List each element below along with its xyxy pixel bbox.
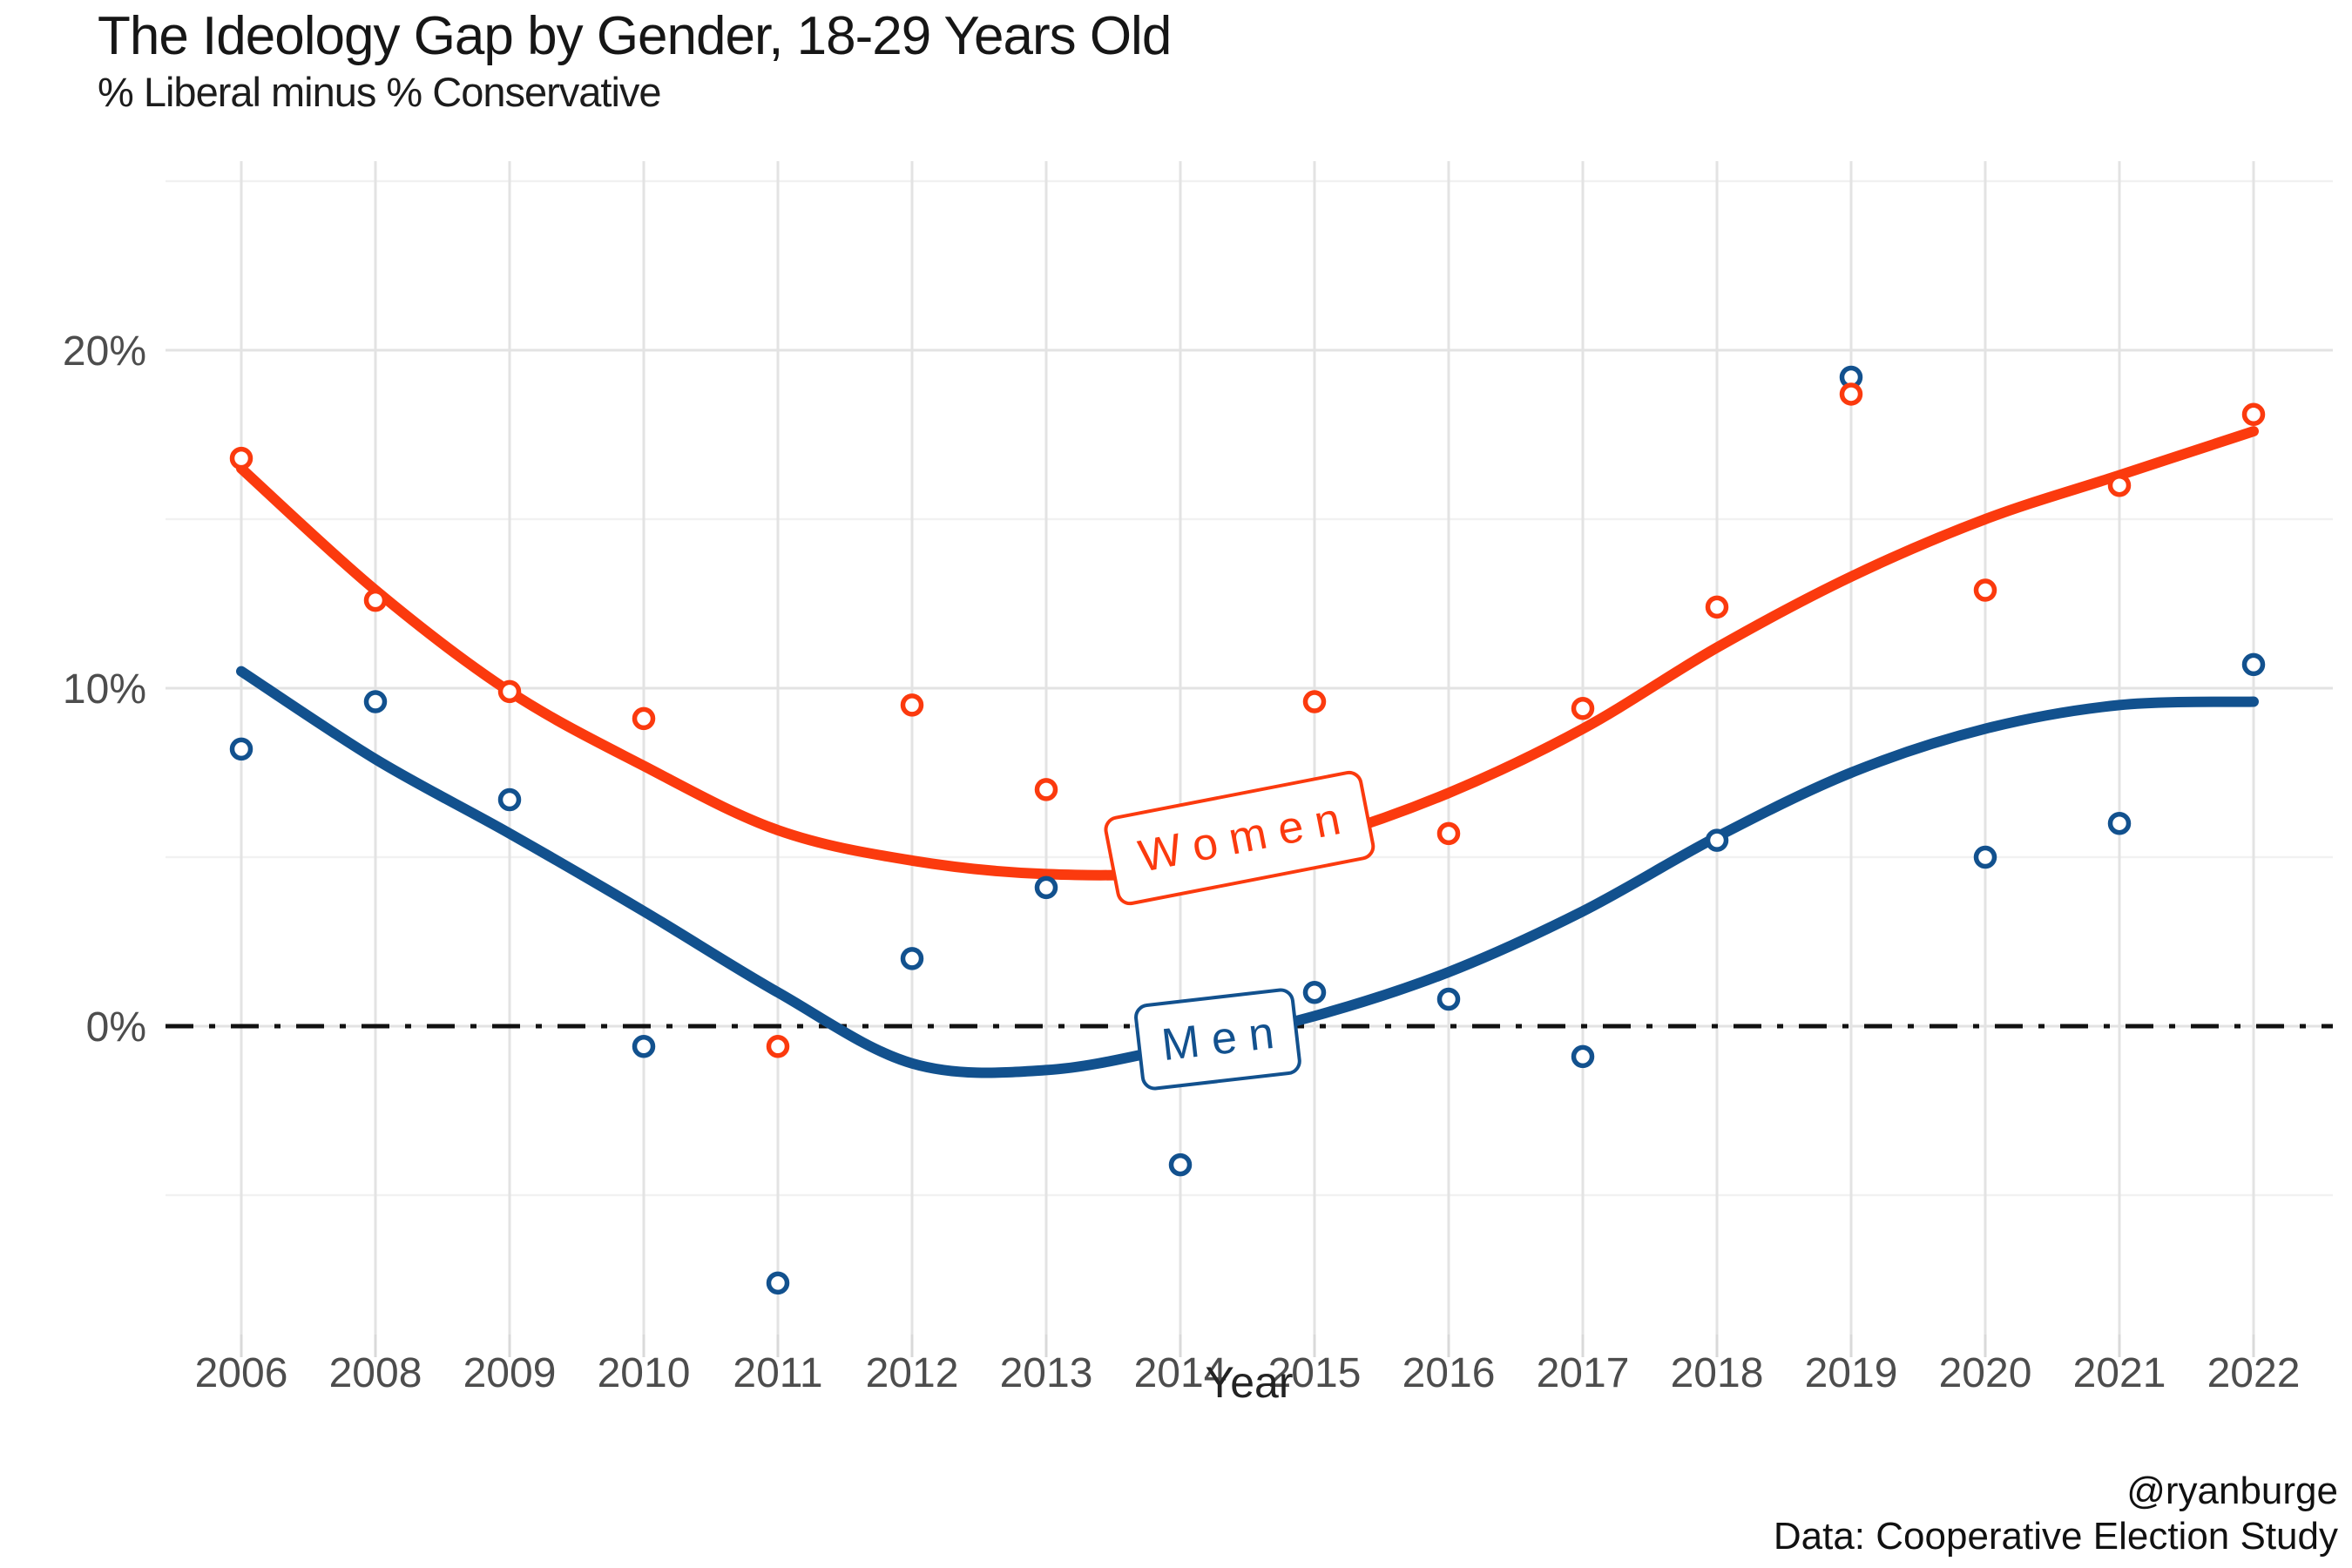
point-men-2012 xyxy=(900,947,924,970)
point-men-2006 xyxy=(229,737,253,761)
x-tick-label: 2014 xyxy=(1134,1350,1227,1396)
chart-title: The Ideology Gap by Gender, 18-29 Years … xyxy=(98,6,1172,66)
x-tick-label: 2016 xyxy=(1402,1350,1496,1396)
point-women-2013 xyxy=(1034,778,1058,801)
x-tick-label: 2010 xyxy=(598,1350,691,1396)
point-women-2011 xyxy=(766,1035,790,1058)
point-men-2014 xyxy=(1168,1152,1193,1177)
point-women-2010 xyxy=(632,706,656,731)
x-tick-label: 2008 xyxy=(329,1350,422,1396)
point-women-2016 xyxy=(1436,821,1461,846)
point-women-2021 xyxy=(2107,473,2132,497)
x-tick-label: 2006 xyxy=(195,1350,288,1396)
caption-handle: @ryanburge xyxy=(2126,1470,2338,1512)
x-tick-label: 2013 xyxy=(1000,1350,1093,1396)
x-tick-label: 2018 xyxy=(1671,1350,1764,1396)
x-axis-title: Year xyxy=(1205,1358,1294,1407)
x-tick-label: 2020 xyxy=(1939,1350,2032,1396)
point-men-2017 xyxy=(1571,1044,1595,1069)
point-women-2015 xyxy=(1302,690,1327,713)
point-men-2013 xyxy=(1034,875,1058,900)
point-men-2016 xyxy=(1436,987,1461,1011)
point-women-2006 xyxy=(229,446,253,470)
caption-source: Data: Cooperative Election Study xyxy=(1773,1515,2338,1558)
x-tick-label: 2021 xyxy=(2073,1350,2166,1396)
chart-subtitle: % Liberal minus % Conservative xyxy=(98,69,662,115)
point-women-2008 xyxy=(363,588,388,612)
point-women-2019 xyxy=(1839,382,1863,406)
point-women-2009 xyxy=(497,679,522,704)
point-men-2020 xyxy=(1973,845,1997,869)
y-tick-label: 20% xyxy=(63,328,146,375)
point-women-2017 xyxy=(1571,697,1595,720)
y-tick-label: 0% xyxy=(86,1004,146,1051)
x-tick-label: 2022 xyxy=(2207,1350,2301,1396)
point-men-2022 xyxy=(2241,652,2266,677)
point-men-2015 xyxy=(1302,980,1327,1004)
x-tick-label: 2017 xyxy=(1537,1350,1630,1396)
x-tick-label: 2012 xyxy=(866,1350,959,1396)
x-tick-label: 2011 xyxy=(733,1350,822,1396)
point-men-2008 xyxy=(363,690,388,713)
point-men-2018 xyxy=(1705,828,1729,852)
x-tick-label: 2019 xyxy=(1805,1350,1898,1396)
point-men-2021 xyxy=(2107,811,2132,835)
point-women-2012 xyxy=(900,693,924,717)
point-women-2018 xyxy=(1705,595,1729,619)
point-men-2009 xyxy=(497,787,522,812)
point-men-2011 xyxy=(766,1271,790,1295)
point-women-2022 xyxy=(2241,402,2266,426)
men-series-label: Men xyxy=(1132,986,1303,1092)
x-tick-label: 2015 xyxy=(1268,1350,1362,1396)
point-men-2010 xyxy=(632,1035,656,1058)
caption: @ryanburge Data: Cooperative Election St… xyxy=(1774,1469,2338,1559)
x-tick-label: 2009 xyxy=(463,1350,557,1396)
point-women-2020 xyxy=(1973,578,1997,602)
y-tick-label: 10% xyxy=(63,666,146,713)
